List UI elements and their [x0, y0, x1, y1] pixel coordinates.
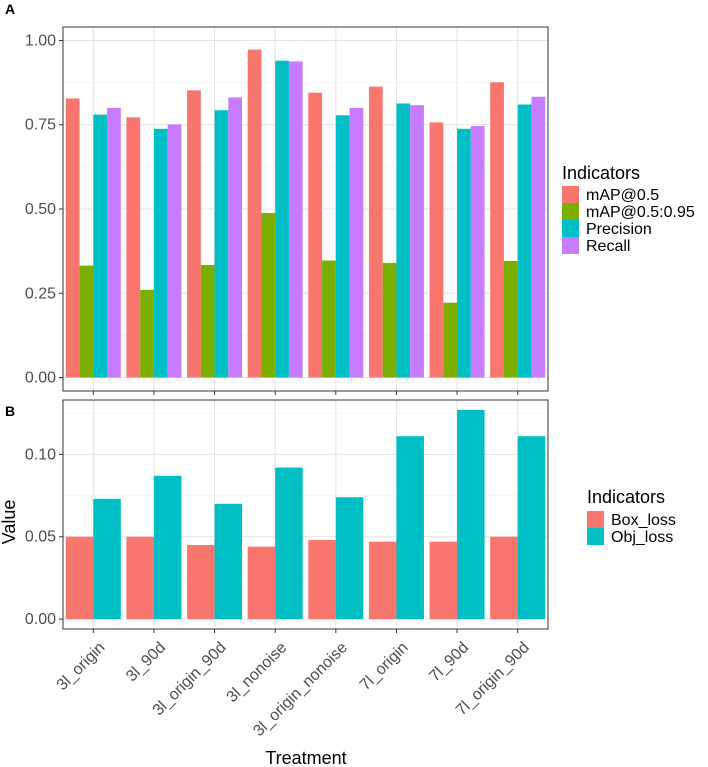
panel-a-bar-map-0-5-7l_origin_90d	[490, 82, 504, 378]
panel-b-legend-title: Indicators	[587, 487, 665, 507]
panel-b-bar-box-loss-7l_90d	[429, 541, 458, 620]
panel-b-bar-box-loss-3l_90d	[126, 536, 154, 620]
panel-a-bar-precision-3l_origin	[93, 114, 108, 378]
panel-b-bar-box-loss-3l_origin_90d	[187, 544, 215, 620]
panel-a-y-tick-label: 1.00	[25, 32, 56, 49]
panel-b-bar-box-loss-3l_origin_nonoise	[308, 540, 336, 620]
x-tick-label: 3l_origin	[54, 639, 109, 694]
panel-b-bar-box-loss-3l_nonoise	[247, 546, 276, 620]
panel-a-bar-precision-3l_90d	[153, 128, 168, 378]
panel-a-bar-precision-7l_origin	[396, 103, 411, 378]
panel-a-legend-title: Indicators	[562, 163, 640, 183]
panel-b-bar-obj-loss-3l_90d	[153, 475, 182, 620]
panel-a-tag: A	[5, 1, 15, 17]
panel-a-bar-precision-3l_nonoise	[275, 60, 289, 378]
panel-a-legend-key	[562, 186, 579, 203]
panel-a-y-tick-label: 0.25	[25, 285, 56, 302]
panel-a-bar-recall-3l_90d	[167, 124, 182, 378]
panel-b-bar-box-loss-3l_origin	[65, 536, 94, 620]
panel-b-legend-key	[587, 528, 604, 545]
panel-a-legend-label: Recall	[586, 238, 630, 255]
panel-b-y-tick-label: 0.00	[25, 611, 56, 628]
panel-b-border	[62, 399, 549, 630]
panel-b-legend-key	[587, 511, 604, 528]
panel-a-legend-key	[562, 203, 579, 220]
x-tick-label: 3l_90d	[123, 639, 169, 685]
panel-a-bar-map-0-5-0-95-7l_origin_90d	[503, 260, 518, 378]
panel-a-bar-recall-7l_origin_90d	[531, 96, 546, 378]
panel-a-legend-label: Precision	[586, 221, 652, 238]
panel-a-bar-precision-7l_origin_90d	[517, 104, 532, 378]
panel-a-bar-map-0-5-7l_90d	[429, 122, 444, 378]
x-tick-label: 7l_origin	[357, 639, 412, 694]
panel-a-legend-key	[562, 220, 579, 237]
panel-b-tag: B	[5, 403, 15, 419]
panel-a-bar-map-0-5-3l_origin_90d	[187, 90, 201, 378]
panel-a-bar-map-0-5-0-95-3l_90d	[140, 289, 154, 378]
panel-a-legend-label: mAP@0.5	[586, 187, 659, 204]
panel-b-bar-obj-loss-3l_origin	[93, 498, 121, 620]
panel-a-bar-map-0-5-0-95-3l_origin	[79, 265, 94, 378]
panel-b-bar-obj-loss-7l_90d	[457, 409, 485, 620]
panel-a-bar-map-0-5-3l_nonoise	[247, 49, 262, 378]
x-tick-label: 3l_nonoise	[224, 639, 291, 706]
panel-a-bar-map-0-5-7l_origin	[368, 86, 383, 378]
panel-a-bar-map-0-5-0-95-3l_origin_nonoise	[322, 260, 336, 378]
panel-b-bar-box-loss-7l_origin	[368, 541, 397, 620]
panel-a-legend-key	[562, 237, 579, 254]
panel-a-bar-precision-7l_90d	[457, 128, 471, 378]
panel-a-legend-label: mAP@0.5:0.95	[586, 204, 695, 221]
panel-a-bar-map-0-5-3l_origin	[65, 98, 80, 378]
panel-b-y-tick-label: 0.05	[25, 529, 56, 546]
panel-a-y-tick-label: 0.75	[25, 117, 56, 134]
panel-a-bar-precision-3l_origin_nonoise	[335, 115, 350, 378]
panel-b-bar-obj-loss-3l_nonoise	[275, 467, 303, 620]
panel-b-bar-obj-loss-3l_origin_90d	[214, 503, 243, 620]
x-tick-label: 7l_90d	[426, 639, 472, 685]
panel-a-plot: 0.00 0.25 0.50 0.75 1.00	[25, 26, 549, 395]
panel-a-bar-recall-7l_origin	[410, 105, 424, 378]
panel-a-border	[62, 26, 549, 392]
panel-a-legend: Indicators mAP@0.5mAP@0.5:0.95PrecisionR…	[562, 163, 695, 255]
panel-a-bar-map-0-5-0-95-7l_origin	[382, 262, 397, 378]
panel-a-bar-recall-3l_nonoise	[288, 61, 303, 378]
panel-a-bar-map-0-5-3l_90d	[126, 117, 141, 378]
panel-b-legend-label: Obj_loss	[611, 529, 673, 546]
panel-a-bar-map-0-5-0-95-7l_90d	[443, 302, 458, 378]
panel-a-bar-map-0-5-3l_origin_nonoise	[308, 92, 323, 378]
panel-b-bar-box-loss-7l_origin_90d	[490, 536, 518, 620]
x-axis-title: Treatment	[265, 748, 346, 767]
y-axis-title: Value	[0, 500, 19, 545]
panel-a-bar-map-0-5-0-95-3l_nonoise	[261, 213, 276, 378]
panel-a-y-tick-label: 0.50	[25, 201, 56, 218]
panel-a-bar-recall-7l_90d	[470, 126, 485, 378]
panel-b-bar-obj-loss-7l_origin_90d	[517, 436, 546, 620]
panel-b-bar-obj-loss-7l_origin	[396, 436, 424, 620]
panel-b-legend-label: Box_loss	[611, 512, 676, 529]
panel-b-bar-obj-loss-3l_origin_nonoise	[335, 497, 364, 620]
panel-a-bar-recall-3l_origin_90d	[228, 97, 243, 378]
panel-b-y-tick-label: 0.10	[25, 446, 56, 463]
panel-a-bar-map-0-5-0-95-3l_origin_90d	[200, 264, 215, 378]
panel-a-y-tick-label: 0.00	[25, 370, 56, 387]
panel-a-bar-precision-3l_origin_90d	[214, 110, 229, 378]
panel-a-bar-recall-3l_origin	[107, 107, 121, 378]
panel-a-bar-recall-3l_origin_nonoise	[349, 107, 364, 378]
